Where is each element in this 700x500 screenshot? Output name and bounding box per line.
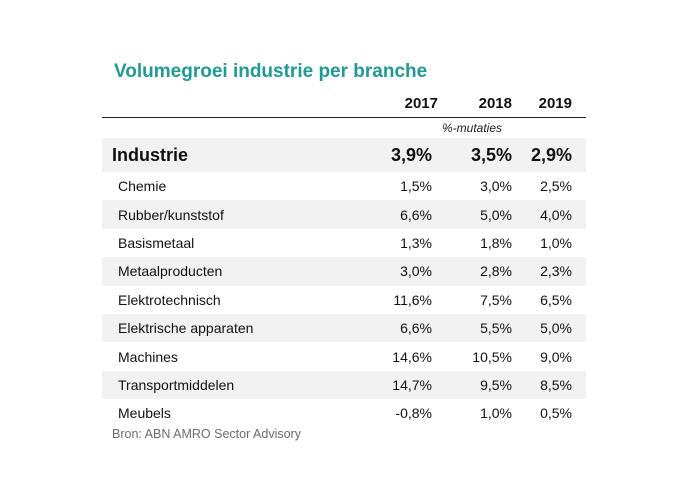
table-row: Elektrotechnisch 11,6% 7,5% 6,5% [102,286,586,314]
row-label: Meubels [118,405,171,422]
row-value-2017: 1,3% [400,234,432,251]
row-value-2018: 3,0% [480,178,512,195]
total-value-2018: 3,5% [470,144,512,165]
row-value-2019: 0,5% [540,405,572,422]
table-row: Transportmiddelen 14,7% 9,5% 8,5% [102,370,586,400]
row-label: Elektrotechnisch [118,291,221,308]
row-value-2017: 1,5% [400,178,432,195]
row-value-2017: 14,6% [392,348,432,365]
total-value-2019: 2,9% [530,144,572,165]
table-row: Chemie 1,5% 3,0% 2,5% [102,172,586,200]
row-value-2017: 14,7% [392,376,432,393]
table-title: Volumegroei industrie per branche [114,61,428,82]
row-label: Rubber/kunststof [118,206,224,223]
column-header-2018: 2018 [478,95,512,112]
row-value-2019: 2,3% [540,263,572,280]
unit-row: %-mutaties [102,118,586,138]
total-label: Industrie [112,144,189,165]
row-label: Chemie [118,178,167,195]
row-value-2019: 5,0% [540,320,572,337]
row-label: Elektrische apparaten [118,320,254,337]
header-row: 2017 2018 2019 [102,90,586,118]
total-value-2017: 3,9% [390,144,432,165]
row-value-2017: -0,8% [395,405,432,422]
table-row: Metaalproducten 3,0% 2,8% 2,3% [102,257,586,286]
row-value-2019: 2,5% [540,178,572,195]
row-value-2018: 2,8% [480,263,512,280]
row-value-2018: 5,5% [480,320,512,337]
total-row: Industrie 3,9% 3,5% 2,9% [102,138,586,172]
row-value-2017: 6,6% [400,320,432,337]
row-label: Transportmiddelen [118,376,235,393]
row-value-2018: 1,0% [480,405,512,422]
row-value-2017: 6,6% [400,206,432,223]
row-value-2019: 4,0% [540,206,572,223]
row-value-2018: 1,8% [480,234,512,251]
table-row: Basismetaal 1,3% 1,8% 1,0% [102,229,586,257]
row-label: Basismetaal [118,234,195,251]
row-label: Machines [118,348,178,365]
row-value-2018: 5,0% [480,206,512,223]
row-value-2019: 9,0% [540,348,572,365]
row-value-2017: 3,0% [400,263,432,280]
row-value-2017: 11,6% [393,291,432,308]
table-row: Meubels -0,8% 1,0% 0,5% [102,399,586,427]
column-header-2019: 2019 [538,95,572,112]
table-row: Elektrische apparaten 6,6% 5,5% 5,0% [102,313,586,343]
row-value-2018: 7,5% [480,291,512,308]
row-label: Metaalproducten [118,263,223,280]
table-row: Machines 14,6% 10,5% 9,0% [102,342,586,370]
unit-note: %-mutaties [441,121,503,135]
data-table: 2017 2018 2019 %-mutaties Industrie 3,9%… [102,90,586,428]
row-value-2018: 9,5% [480,376,512,393]
source-note: Bron: ABN AMRO Sector Advisory [112,427,301,441]
row-value-2019: 8,5% [540,376,572,393]
row-value-2019: 6,5% [540,291,572,308]
row-value-2018: 10,5% [472,348,512,365]
column-header-2017: 2017 [404,95,438,112]
table-row: Rubber/kunststof 6,6% 5,0% 4,0% [102,200,586,229]
row-value-2019: 1,0% [540,234,572,251]
